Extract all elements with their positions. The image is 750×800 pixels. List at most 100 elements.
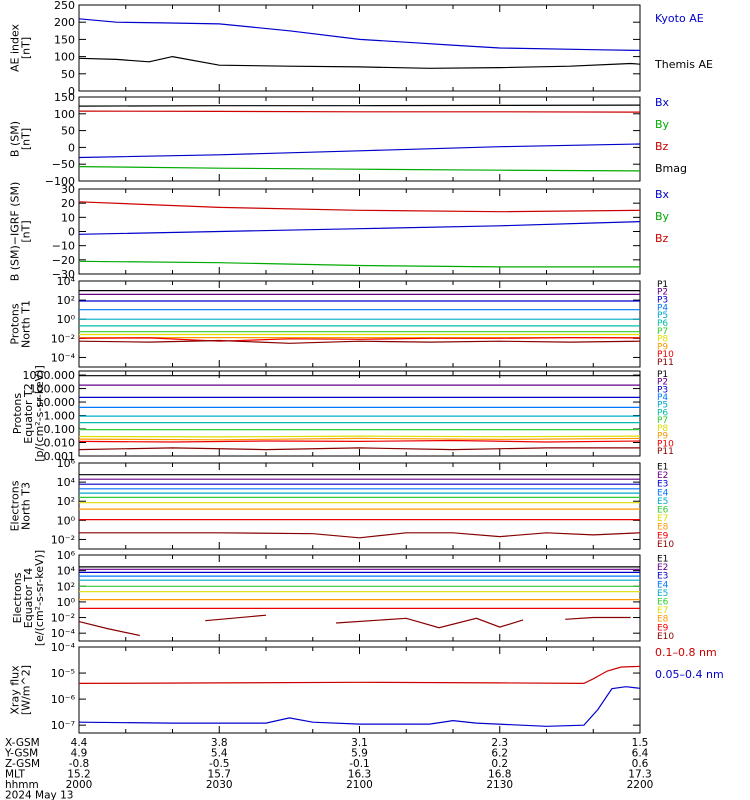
- legend-entry: E4: [657, 580, 669, 590]
- axis-row-label: Y-GSM: [4, 748, 38, 760]
- y-tick-label: −50: [52, 158, 75, 171]
- legend-entry: E8: [657, 523, 669, 533]
- y-tick-label: 10⁴: [57, 565, 76, 578]
- y-tick-label: 250: [54, 0, 75, 12]
- y-tick-label: 100: [54, 51, 75, 64]
- y-axis-label: Equator T4: [22, 568, 35, 628]
- y-tick-label: 50: [61, 68, 75, 81]
- y-tick-label: 10⁰: [57, 596, 76, 609]
- y-axis-label: B (SM): [9, 121, 22, 157]
- y-tick-label: 100.000: [30, 383, 76, 396]
- y-tick-label: 10²: [57, 294, 75, 307]
- series-line-p11: [78, 339, 641, 344]
- y-tick-label: 200: [54, 16, 75, 29]
- y-tick-label: 100: [54, 108, 75, 121]
- legend-entry: Bmag: [655, 162, 687, 175]
- legend-entry: P7: [657, 416, 668, 426]
- y-tick-label: 10⁰: [57, 313, 76, 326]
- series-line-by: [78, 260, 640, 268]
- series-line-0-1-0-8-nm: [78, 665, 641, 685]
- series-line-themis-ae: [78, 55, 641, 69]
- series-line-0-05-0-4-nm: [78, 686, 641, 727]
- axis-row-value: 1.5: [632, 737, 649, 749]
- date-label: 2024 May 13: [5, 790, 73, 800]
- legend-entry: E1: [657, 462, 668, 472]
- series-line-bz: [78, 201, 641, 213]
- legend-entry: P9: [657, 432, 668, 442]
- y-tick-label: 150: [54, 91, 75, 104]
- y-tick-label: 10⁶: [57, 457, 76, 470]
- legend-entry: P10: [657, 350, 674, 360]
- y-tick-label: 10⁻⁵: [51, 667, 75, 680]
- y-axis-label: [W/m^2]: [20, 665, 33, 715]
- y-tick-label: −100: [45, 175, 75, 188]
- legend-entry: E5: [657, 497, 668, 507]
- axis-row-value: 2200: [627, 779, 654, 791]
- y-tick-label: 30: [61, 183, 75, 196]
- legend-entry: By: [655, 118, 670, 131]
- legend-entry: P4: [657, 303, 668, 313]
- y-tick-label: 10²: [57, 580, 75, 593]
- series-line-e10: [78, 614, 631, 637]
- axis-row-label: X-GSM: [5, 737, 40, 749]
- panel-5: 0.0010.0100.1001.00010.000100.0001000.00…: [11, 365, 674, 463]
- panel-frame: [78, 188, 641, 275]
- legend-entry: P2: [657, 378, 668, 388]
- legend-entry: Bx: [655, 188, 670, 201]
- axis-row-value: -0.1: [349, 758, 370, 770]
- y-tick-label: 0.100: [44, 423, 76, 436]
- legend-entry: P6: [657, 408, 668, 418]
- axis-row-value: 2000: [66, 779, 93, 791]
- y-axis-label: North T3: [20, 482, 33, 530]
- series-line-bx: [78, 143, 641, 159]
- y-tick-label: 150: [54, 33, 75, 46]
- y-axis-label: AE index: [9, 23, 22, 72]
- axis-row-value: 2030: [206, 779, 233, 791]
- series-line-p11: [78, 447, 640, 451]
- legend-entry: E7: [657, 514, 668, 524]
- axis-row-value: 6.4: [632, 748, 649, 760]
- series-line-bz: [78, 110, 641, 113]
- legend-entry: P7: [657, 327, 668, 337]
- y-tick-label: 1000.000: [23, 369, 76, 382]
- y-tick-label: 10⁻²: [51, 612, 75, 625]
- panel-frame: [78, 646, 641, 734]
- y-tick-label: 0.001: [44, 450, 76, 463]
- y-tick-label: 1.000: [44, 410, 76, 423]
- y-tick-label: −10: [52, 240, 75, 253]
- legend-entry: By: [655, 210, 670, 223]
- legend-entry: E7: [657, 606, 668, 616]
- axis-row-value: 0.6: [632, 758, 649, 770]
- panel-frame: [78, 462, 641, 550]
- y-tick-label: 10⁻⁴: [51, 627, 76, 640]
- series-line-bmag: [78, 104, 641, 107]
- legend-entry: P8: [657, 335, 668, 345]
- legend-entry: E10: [657, 540, 674, 550]
- legend-entry: E1: [657, 554, 668, 564]
- y-tick-label: 10²: [57, 495, 75, 508]
- panel-frame: [78, 4, 641, 92]
- axis-row-label: MLT: [5, 769, 25, 781]
- axis-row-value: 3.8: [211, 737, 228, 749]
- y-tick-label: 0: [68, 226, 75, 239]
- panel-8: 10⁻⁷ 10⁻⁶ 10⁻⁵ 10⁻⁴ Xray flux[W/m^2] 0.1–0.8 …: [9, 641, 724, 734]
- axis-row-value: 2130: [486, 779, 513, 791]
- legend-entry: E6: [657, 505, 669, 515]
- legend-entry: E9: [657, 623, 669, 633]
- panel-frame: [78, 554, 641, 642]
- axis-row-value: 0.2: [491, 758, 508, 770]
- legend-entry: Kyoto AE: [655, 12, 704, 25]
- series-line-p9: [78, 437, 641, 441]
- legend-entry: P5: [657, 401, 668, 411]
- y-tick-label: 0: [68, 141, 75, 154]
- y-tick-label: 50: [61, 125, 75, 138]
- axis-row-value: 16.8: [488, 769, 511, 781]
- legend-entry: P6: [657, 319, 668, 329]
- series-line-by: [78, 166, 641, 172]
- axis-row-value: 16.3: [348, 769, 371, 781]
- axis-row-value: 5.4: [211, 748, 228, 760]
- legend-entry: Bz: [655, 232, 669, 245]
- legend-entry: E5: [657, 589, 668, 599]
